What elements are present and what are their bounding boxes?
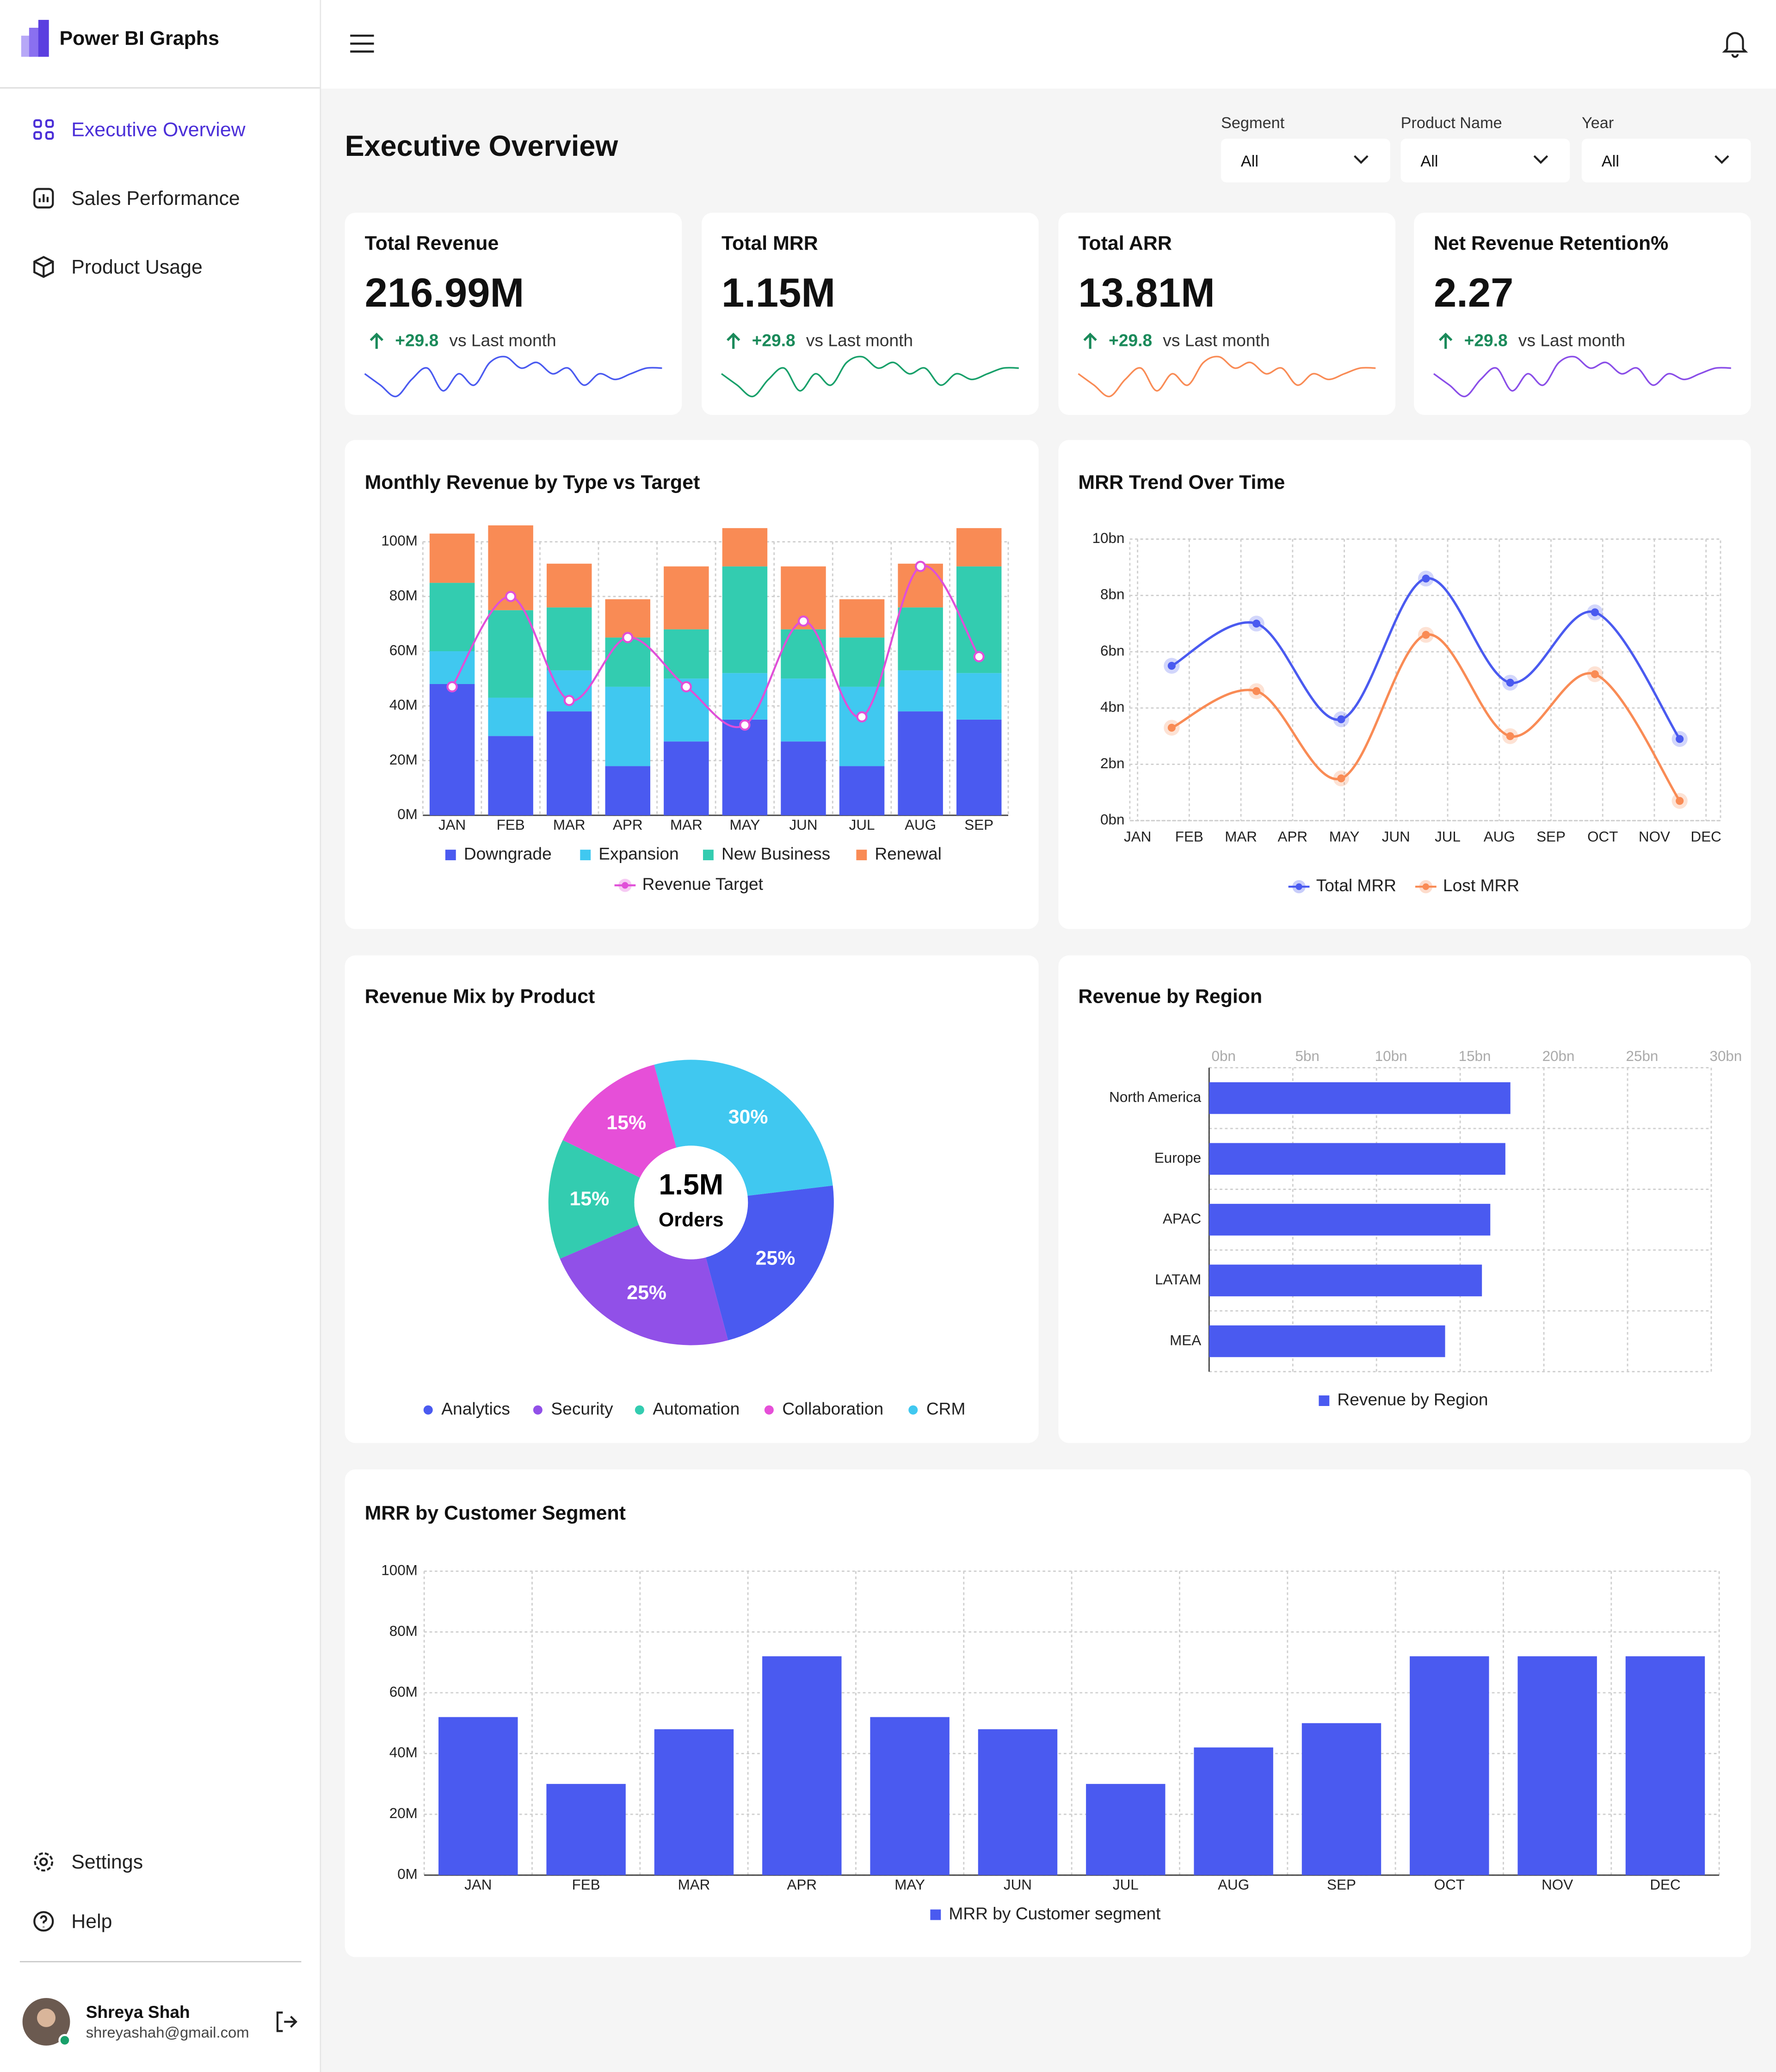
filter-label: Segment [1221,113,1285,132]
icon [33,256,54,278]
kpi-title: Total Revenue [364,232,499,255]
menu-button[interactable] [350,34,374,53]
kpi-card: Total Revenue 216.99M +29.8 vs Last month [345,213,682,415]
kpi-card: Total ARR 13.81M +29.8 vs Last month [1058,213,1396,415]
nav-item[interactable]: Sales Performance [32,182,240,214]
chart-title: Monthly Revenue by Type vs Target [364,472,700,494]
chart-card: Revenue by Region [1058,955,1751,1443]
kpi-delta: +29.8 [1464,330,1508,351]
nav-item[interactable]: Executive Overview [32,114,246,146]
nav-label: Sales Performance [71,187,240,210]
kpi-delta: +29.8 [1109,330,1153,351]
chart-card: Revenue Mix by Product [345,955,1039,1443]
up-arrow [727,333,740,349]
kpi-delta: +29.8 [395,330,439,351]
topbar [321,0,1776,89]
kpi-delta-text: vs Last month [1163,330,1270,351]
kpi-card: Total MRR 1.15M +29.8 vs Last month [702,213,1039,415]
nav-label: Executive Overview [71,118,246,141]
kpi-delta: +29.8 [752,330,796,351]
arrow-path [1083,333,1097,349]
kpi-delta-text: vs Last month [1518,330,1626,351]
nav-item[interactable]: Help [32,1906,112,1937]
kpi-title: Total MRR [722,232,818,255]
sidebar: Power BI Graphs Executive Overview Sales… [0,0,321,2072]
icon [34,1852,53,1872]
chart-card: MRR by Customer Segment [345,1469,1751,1957]
user-name: Shreya Shah [86,2002,190,2022]
filter-dropdown[interactable]: All [1221,139,1390,183]
kpi-delta-text: vs Last month [449,330,556,351]
logo [21,19,49,57]
arrow-path [370,333,383,349]
chart-title: MRR by Customer Segment [364,1502,626,1525]
kpi-value: 216.99M [364,269,524,316]
filter-value: All [1420,152,1438,171]
divider [0,87,320,89]
avatar [22,1998,71,2047]
filter-value: All [1601,152,1619,171]
notifications[interactable] [1722,29,1748,58]
page-title: Executive Overview [345,130,618,163]
arrow-path [1439,333,1453,349]
chart-title: Revenue by Region [1078,986,1263,1008]
nav-label: Help [71,1910,112,1933]
kpi-value: 2.27 [1434,269,1514,316]
arrow-path [727,333,740,349]
filter-dropdown[interactable]: All [1582,139,1751,183]
up-arrow [1083,333,1097,349]
nav-label: Settings [71,1850,143,1873]
kpi-card: Net Revenue Retention% 2.27 +29.8 vs Last m… [1414,213,1751,415]
icon [33,1911,54,1932]
filter-label: Product Name [1400,113,1502,132]
up-arrow [1439,333,1453,349]
nav-item[interactable]: Settings [32,1846,143,1878]
up-arrow [370,333,383,349]
divider [19,1961,302,1962]
kpi-title: Net Revenue Retention% [1434,232,1669,255]
kpi-value: 1.15M [722,269,836,316]
icon [33,188,54,209]
kpi-title: Total ARR [1078,232,1172,255]
icon [33,119,54,140]
brand: Power BI Graphs [59,28,219,50]
chart-card: Monthly Revenue by Type vs Target [345,440,1039,929]
filter-label: Year [1582,113,1614,132]
chevron [1533,155,1548,164]
chart-title: MRR Trend Over Time [1078,472,1285,494]
filter-dropdown[interactable]: All [1400,139,1570,183]
logout[interactable] [273,2010,297,2034]
nav-item[interactable]: Product Usage [32,251,203,283]
chart-card: MRR Trend Over Time [1058,440,1751,929]
chevron [1714,155,1729,164]
filter-value: All [1240,152,1258,171]
user-email: shreyashah@gmail.com [86,2026,249,2042]
kpi-delta-text: vs Last month [806,330,913,351]
nav-label: Product Usage [71,255,203,278]
chart-title: Revenue Mix by Product [364,986,595,1008]
kpi-value: 13.81M [1078,269,1215,316]
chevron [1354,155,1369,164]
